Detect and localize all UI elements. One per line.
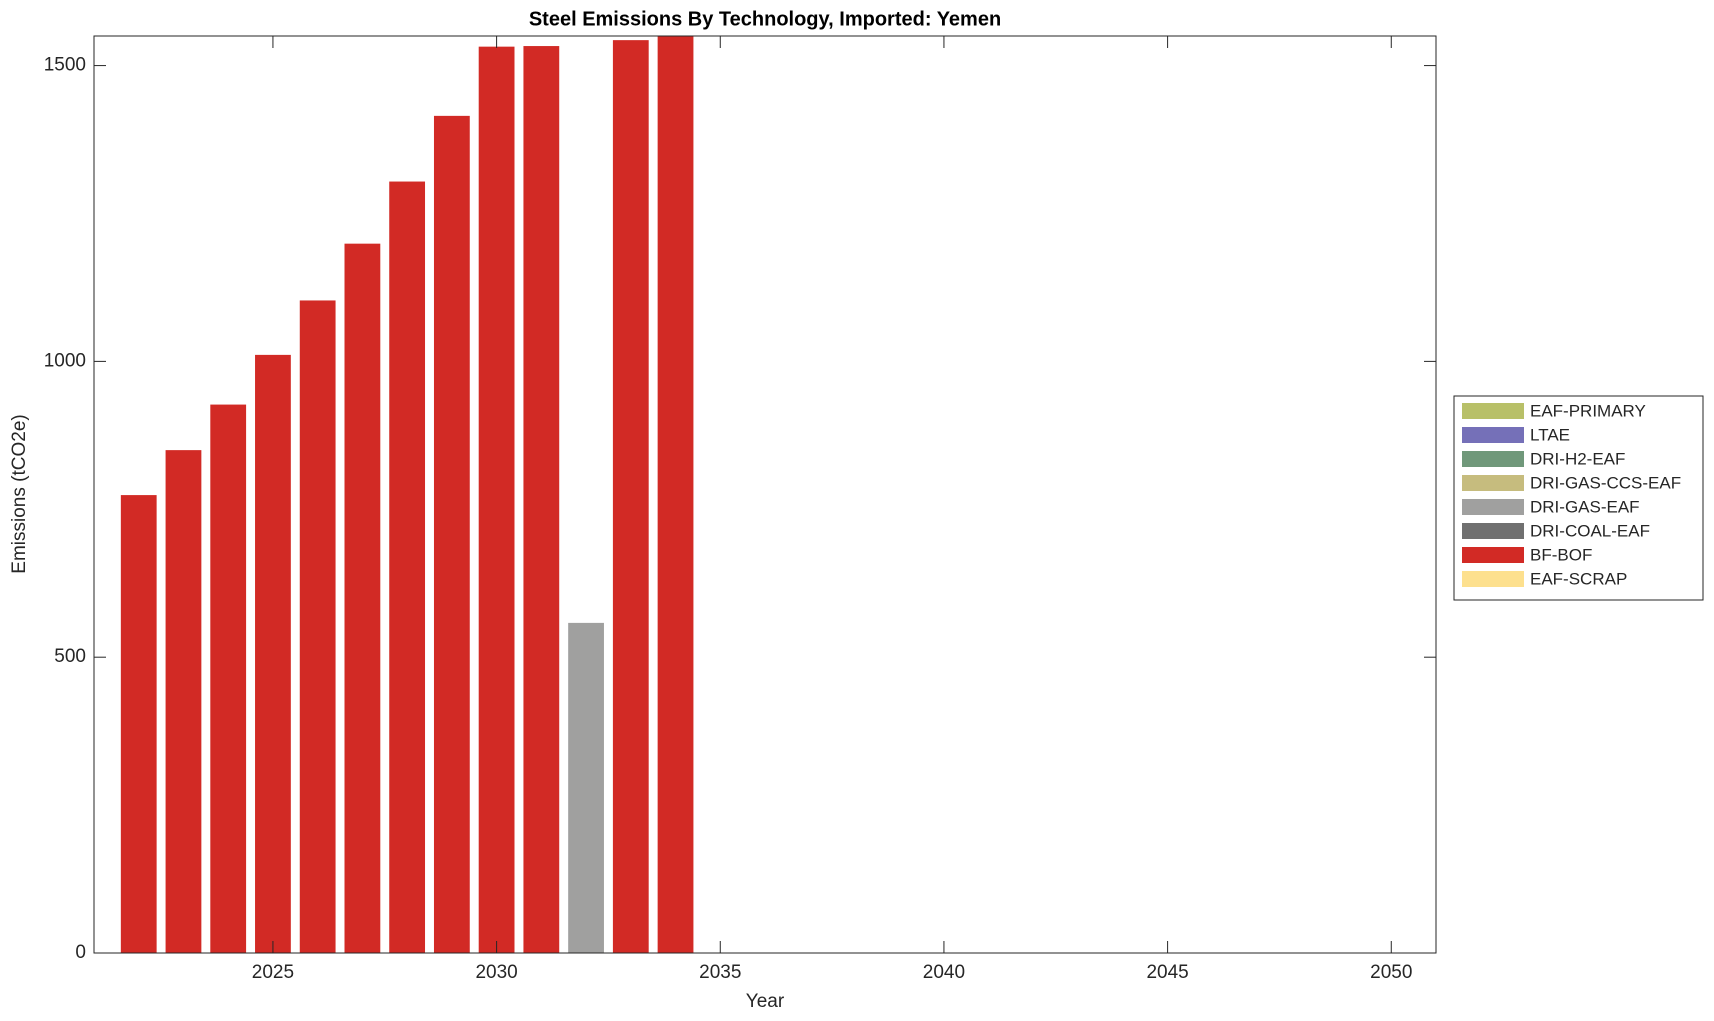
legend-swatch bbox=[1462, 499, 1524, 515]
bar bbox=[657, 36, 694, 953]
bar bbox=[612, 40, 649, 953]
plot-frame bbox=[93, 35, 1437, 954]
x-tick-label: 2040 bbox=[923, 962, 965, 983]
chart-title: Steel Emissions By Technology, Imported:… bbox=[529, 8, 1001, 30]
x-tick-label: 2045 bbox=[1146, 962, 1188, 983]
legend-label: LTAE bbox=[1530, 425, 1570, 444]
legend-swatch bbox=[1462, 523, 1524, 539]
y-tick-label: 1000 bbox=[44, 350, 86, 371]
x-axis-label: Year bbox=[746, 991, 785, 1012]
legend-label: DRI-H2-EAF bbox=[1530, 449, 1625, 468]
x-tick-label: 2030 bbox=[475, 962, 517, 983]
legend-label: DRI-COAL-EAF bbox=[1530, 521, 1650, 540]
legend-swatch bbox=[1462, 475, 1524, 491]
bar bbox=[389, 181, 426, 954]
x-tick-label: 2025 bbox=[252, 962, 294, 983]
legend-label: BF-BOF bbox=[1530, 545, 1592, 564]
bar bbox=[120, 495, 157, 953]
bar bbox=[165, 450, 202, 953]
y-tick-label: 500 bbox=[54, 646, 86, 667]
y-axis-label: Emissions (tCO2e) bbox=[9, 414, 30, 573]
legend-label: DRI-GAS-CCS-EAF bbox=[1530, 473, 1681, 492]
legend-swatch bbox=[1462, 427, 1524, 443]
x-tick-label: 2035 bbox=[699, 962, 741, 983]
y-tick-label: 1500 bbox=[44, 55, 86, 76]
legend-label: DRI-GAS-EAF bbox=[1530, 497, 1640, 516]
x-tick-label: 2050 bbox=[1370, 962, 1412, 983]
bar bbox=[568, 622, 604, 953]
bar bbox=[478, 46, 515, 953]
legend-swatch bbox=[1462, 547, 1524, 563]
legend-label: EAF-PRIMARY bbox=[1530, 401, 1646, 420]
bar bbox=[433, 115, 470, 954]
bar bbox=[299, 300, 336, 954]
legend-swatch bbox=[1462, 571, 1524, 587]
bar bbox=[255, 354, 291, 953]
y-tick-label: 0 bbox=[75, 942, 86, 963]
bar bbox=[523, 46, 560, 953]
legend-label: EAF-SCRAP bbox=[1530, 569, 1627, 588]
legend-swatch bbox=[1462, 403, 1524, 419]
legend-swatch bbox=[1462, 451, 1524, 467]
bar bbox=[344, 243, 381, 953]
bar bbox=[210, 404, 247, 953]
